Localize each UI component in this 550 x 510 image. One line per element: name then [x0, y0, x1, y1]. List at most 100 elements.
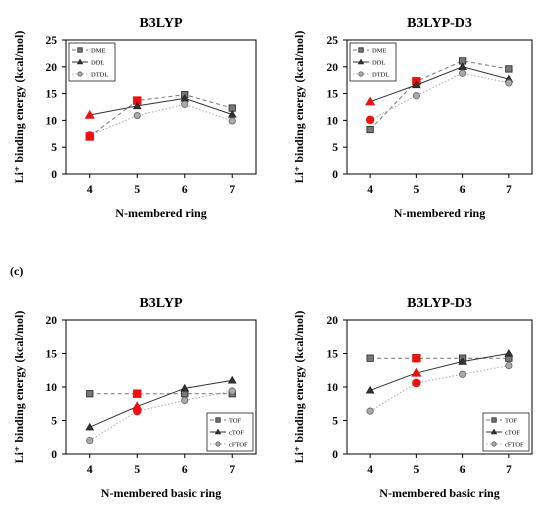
x-tick-label: 4	[87, 464, 93, 476]
legend: DME DDL DTDL	[349, 42, 397, 82]
legend-label: cFTOF	[505, 442, 524, 449]
data-point-tof	[366, 354, 374, 362]
x-axis-label: N-membered basic ring	[379, 486, 499, 500]
chart-title: B3LYP-D3	[407, 296, 472, 311]
y-tick-label: 25	[327, 35, 339, 47]
data-point-ddl	[227, 110, 237, 118]
legend-marker	[358, 71, 364, 77]
x-tick-label: 4	[87, 184, 93, 196]
y-tick-label: 5	[51, 142, 57, 154]
data-point-cftof	[505, 361, 513, 370]
y-tick-label: 15	[327, 349, 339, 361]
data-point-dme	[366, 125, 374, 134]
legend-marker	[357, 58, 365, 65]
plot-frame	[65, 39, 257, 175]
legend-label: DDL	[91, 60, 104, 67]
legend-label: DME	[91, 48, 105, 55]
series-line-ctof	[369, 353, 509, 391]
data-point-dtdl	[181, 100, 189, 108]
y-tick-label: 20	[46, 315, 58, 327]
y-tick-label: 0	[332, 169, 338, 181]
x-tick-label: 6	[182, 464, 188, 476]
data-point-ctof	[365, 385, 375, 394]
legend-label: TOF	[505, 418, 518, 425]
data-point-ddl	[365, 96, 376, 106]
y-tick-label: 10	[327, 382, 339, 394]
data-point-dtdl	[412, 92, 420, 100]
panel-label-c: (c)	[10, 264, 23, 278]
y-tick-label: 5	[51, 416, 57, 428]
data-point-dtdl	[365, 115, 375, 125]
legend-label: DDL	[372, 60, 385, 67]
series-line-dme	[89, 94, 233, 137]
data-point-tof	[133, 389, 142, 398]
data-point-ctof	[504, 349, 514, 357]
data-point-cftof	[228, 387, 236, 395]
chart-3: B3LYP 0 5 10 15 20 4 5 6 7 N-membered basic ring Li…	[12, 296, 257, 500]
data-point-tof	[86, 390, 94, 398]
series-line-ddl	[369, 66, 510, 103]
y-tick-label: 10	[327, 115, 339, 127]
y-tick-label: 15	[46, 89, 58, 101]
data-point-ddl	[458, 62, 467, 70]
chart-title: B3LYP	[139, 16, 183, 31]
data-point-dtdl	[505, 79, 513, 87]
x-tick-label: 7	[229, 464, 235, 476]
legend-marker	[215, 417, 221, 423]
x-tick-label: 4	[367, 184, 373, 196]
x-axis-label: N-membered ring	[394, 206, 485, 220]
y-tick-label: 5	[332, 416, 338, 428]
legend-marker	[76, 58, 84, 65]
x-tick-label: 5	[134, 184, 140, 196]
legend-label: DTDL	[372, 72, 389, 79]
x-tick-label: 7	[229, 184, 235, 196]
chart-4: B3LYP-D3 0 5 10 15 20 4 5 6 7 N-membered basic rin…	[292, 296, 533, 500]
series-line-cftof	[369, 365, 509, 412]
legend-marker	[214, 428, 222, 435]
data-point-ddl	[132, 101, 142, 110]
y-axis-label: Li⁺ binding energy (kcal/mol)	[12, 311, 26, 464]
legend-label: cTOF	[229, 430, 244, 437]
data-point-ctof	[227, 375, 237, 384]
data-point-cftof	[181, 396, 189, 404]
x-tick-label: 6	[460, 184, 466, 196]
x-tick-label: 6	[460, 464, 466, 476]
series-line-dtdl	[369, 72, 509, 121]
data-point-cftof	[459, 370, 467, 378]
legend: TOF cTOF cFTOF	[206, 412, 254, 452]
x-tick-label: 6	[182, 184, 188, 196]
chart-title: B3LYP-D3	[407, 16, 472, 31]
data-point-ctof	[85, 422, 95, 431]
y-tick-label: 0	[51, 169, 57, 181]
legend-label: cFTOF	[229, 442, 248, 449]
legend-marker	[215, 441, 221, 447]
y-tick-label: 15	[46, 349, 58, 361]
x-tick-label: 5	[414, 184, 420, 196]
y-axis-label: Li⁺ binding energy (kcal/mol)	[292, 31, 306, 184]
plot-frame	[346, 39, 533, 175]
data-point-ctof	[411, 367, 422, 377]
chart-1: B3LYP 0 5 10 15 20 25 4 5 6 7 N-membered ring Li⁺ bi…	[12, 16, 257, 220]
legend-marker	[358, 47, 364, 53]
y-tick-label: 0	[51, 449, 57, 461]
legend-marker	[77, 71, 83, 77]
legend-label: DME	[372, 48, 386, 55]
data-point-ddl	[84, 109, 95, 119]
x-axis-label: N-membered ring	[115, 206, 206, 220]
series-line-dtdl	[89, 103, 233, 136]
chart-2: B3LYP-D3 0 5 10 15 20 25 4 5 6 7 N-membered ring Li⁺…	[292, 16, 533, 220]
x-tick-label: 7	[506, 184, 512, 196]
legend-label: TOF	[229, 418, 242, 425]
y-tick-label: 20	[327, 315, 339, 327]
data-point-dtdl	[85, 131, 94, 140]
y-tick-label: 10	[46, 382, 58, 394]
series-line-ddl	[89, 97, 233, 116]
legend-marker	[490, 428, 498, 435]
data-point-cftof	[412, 378, 421, 388]
data-point-dme	[505, 65, 513, 73]
y-tick-label: 20	[46, 62, 58, 74]
y-tick-label: 25	[46, 35, 58, 47]
y-axis-label: Li⁺ binding energy (kcal/mol)	[292, 311, 306, 464]
data-point-cftof	[366, 407, 374, 415]
series-line-ctof	[89, 379, 233, 428]
